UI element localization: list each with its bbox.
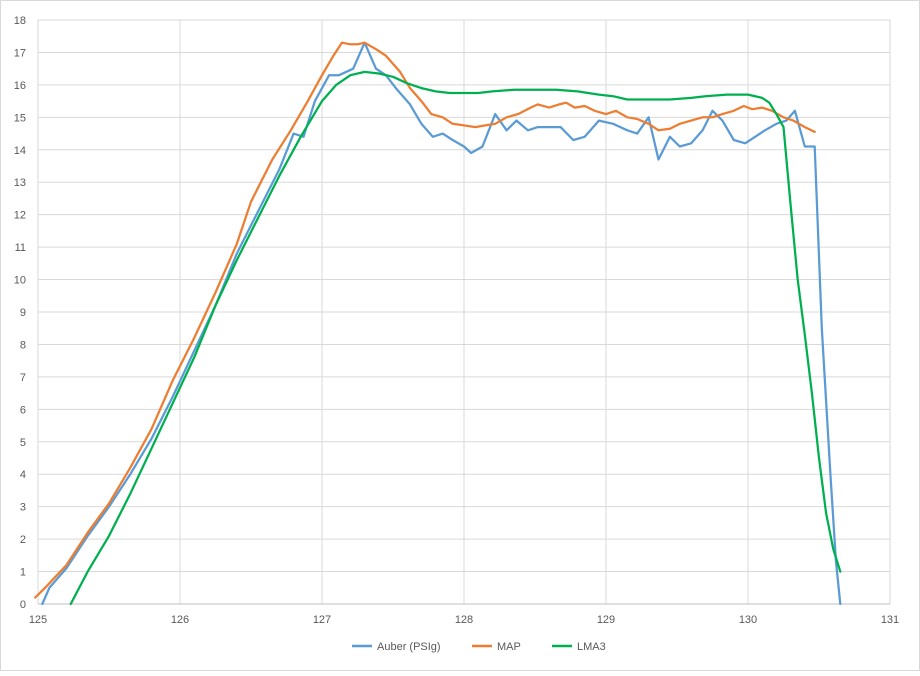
y-tick-label: 0 bbox=[20, 599, 26, 611]
x-tick-label: 125 bbox=[29, 614, 47, 626]
x-tick-label: 126 bbox=[171, 614, 189, 626]
y-tick-label: 10 bbox=[14, 275, 26, 287]
series-line-0 bbox=[41, 41, 842, 606]
series-line-2 bbox=[69, 70, 842, 606]
y-tick-label: 16 bbox=[14, 80, 26, 92]
y-tick-label: 3 bbox=[20, 502, 26, 514]
y-tick-label: 12 bbox=[14, 210, 26, 222]
gridlines bbox=[37, 19, 891, 605]
y-tick-label: 15 bbox=[14, 112, 26, 124]
series-lines bbox=[34, 41, 842, 606]
y-tick-label: 1 bbox=[20, 567, 26, 579]
x-tick-label: 129 bbox=[597, 614, 615, 626]
legend-label: Auber (PSIg) bbox=[377, 641, 441, 653]
series-line-1 bbox=[34, 41, 816, 599]
y-tick-label: 8 bbox=[20, 339, 26, 351]
legend-label: LMA3 bbox=[577, 641, 606, 653]
y-tick-label: 13 bbox=[14, 177, 26, 189]
y-tick-label: 7 bbox=[20, 372, 26, 384]
y-tick-label: 2 bbox=[20, 534, 26, 546]
y-tick-label: 14 bbox=[14, 145, 26, 157]
x-tick-label: 127 bbox=[313, 614, 331, 626]
x-tick-label: 128 bbox=[455, 614, 473, 626]
y-tick-label: 17 bbox=[14, 47, 26, 59]
x-tick-label: 131 bbox=[881, 614, 899, 626]
y-tick-label: 6 bbox=[20, 404, 26, 416]
legend: Auber (PSIg) MAP LMA3 bbox=[352, 641, 606, 653]
y-tick-label: 4 bbox=[20, 469, 26, 481]
x-tick-label: 130 bbox=[739, 614, 757, 626]
y-tick-label: 9 bbox=[20, 307, 26, 319]
y-tick-label: 5 bbox=[20, 437, 26, 449]
legend-label: MAP bbox=[497, 641, 521, 653]
y-tick-label: 18 bbox=[14, 15, 26, 27]
y-tick-label: 11 bbox=[15, 242, 26, 254]
